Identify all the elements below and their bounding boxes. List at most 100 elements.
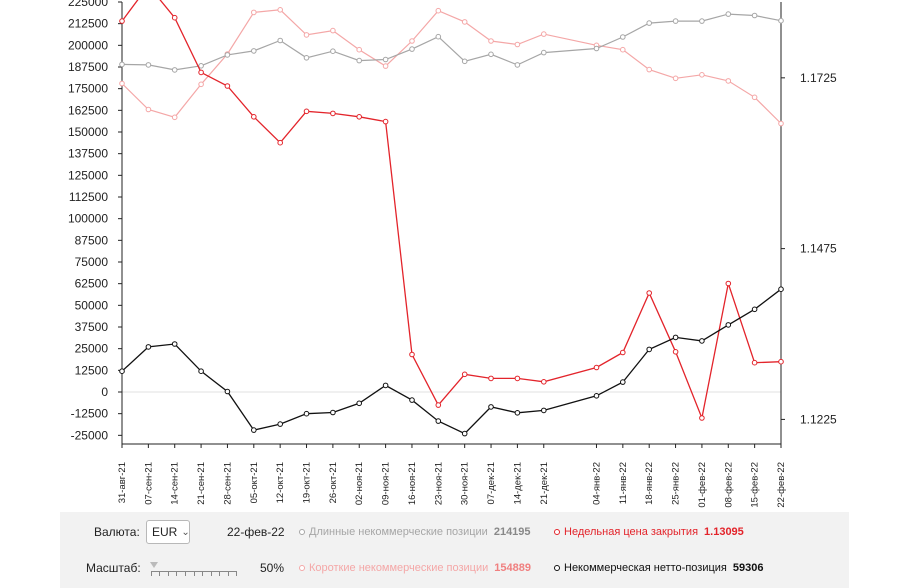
- series-point-net: [461, 430, 468, 437]
- series-point-long: [330, 48, 336, 55]
- series-point-price: [303, 108, 310, 115]
- series-point-long: [751, 12, 758, 19]
- series-point-short: [620, 46, 626, 53]
- legend-short-label: Короткие некоммерческие позиции: [309, 562, 489, 574]
- series-point-long: [725, 11, 732, 17]
- x-tick-label: 30-ноя-21: [460, 462, 471, 505]
- y-left-tick-label: 175000: [68, 82, 108, 96]
- series-point-long: [277, 37, 284, 44]
- x-tick-label: 02-ноя-21: [354, 462, 365, 505]
- series-point-net: [224, 388, 231, 395]
- axes-layer: [118, 1, 785, 448]
- legend-short-value: 154889: [494, 562, 531, 574]
- x-tick-label: 23-ноя-21: [433, 462, 444, 505]
- series-point-net: [382, 382, 389, 389]
- series-point-net: [435, 418, 442, 424]
- currency-select[interactable]: EUR ⌄: [146, 520, 190, 544]
- series-point-long: [409, 46, 415, 52]
- series-point-net: [725, 322, 732, 328]
- scale-slider-thumb[interactable]: [150, 562, 158, 568]
- series-point-price: [699, 415, 705, 421]
- cot-chart: 225000 212500 200000 187500 175000 162500 1500…: [68, 0, 837, 508]
- series-point-short: [303, 32, 310, 38]
- x-tick-label: 31-авг-21: [117, 462, 128, 503]
- series-point-net: [277, 421, 284, 427]
- y-left-tick-label: 150000: [68, 125, 108, 139]
- series-point-long: [435, 33, 442, 40]
- series-point-price: [356, 114, 363, 120]
- series-point-net: [751, 306, 758, 313]
- series-point-price: [119, 18, 125, 24]
- x-tick-label: 11-янв-22: [618, 462, 629, 504]
- x-tick-label: 14-сен-21: [170, 462, 181, 505]
- x-tick-label: 21-сен-21: [196, 462, 207, 505]
- series-point-net: [488, 404, 494, 410]
- x-tick-label: 01-фев-22: [697, 462, 708, 508]
- series-point-net: [778, 286, 784, 293]
- scale-label: Масштаб:: [86, 561, 141, 575]
- series-point-long: [672, 18, 679, 24]
- y-left-tick-label: 112500: [69, 190, 108, 204]
- y-left-tick-label: 187500: [68, 60, 108, 74]
- y-left-tick-label: 125000: [68, 168, 108, 182]
- series-point-long: [119, 61, 125, 68]
- series-point-price: [778, 358, 784, 365]
- labels-layer: 225000 212500 200000 187500 175000 162500 1500…: [68, 0, 837, 508]
- series-point-long: [145, 62, 152, 68]
- x-tick-label: 16-ноя-21: [407, 462, 418, 505]
- x-tick-label: 22-фев-22: [776, 462, 787, 508]
- y-left-tick-label: 162500: [68, 103, 108, 117]
- x-tick-label: 07-сен-21: [143, 462, 154, 505]
- series-point-price: [725, 280, 732, 287]
- series-point-short: [699, 72, 705, 78]
- y-left-tick-label: 137500: [68, 147, 108, 161]
- y-left-tick-label: 50000: [75, 298, 109, 312]
- y-right-tick-label: 1.1475: [800, 242, 837, 256]
- series-point-long: [593, 45, 600, 52]
- series-point-long: [646, 20, 653, 26]
- series-point-price: [488, 375, 494, 382]
- series-point-short: [646, 66, 653, 73]
- series-point-price: [541, 379, 547, 385]
- legend-long-marker: [299, 529, 305, 535]
- series-point-net: [620, 379, 626, 385]
- series-line-price: [121, 0, 782, 421]
- legend-short-marker: [299, 565, 305, 571]
- series-point-net: [303, 410, 310, 417]
- series-point-long: [303, 55, 310, 61]
- series-point-price: [672, 349, 679, 355]
- legend-net: Некоммерческая нетто-позиция 59306: [554, 562, 763, 574]
- series-point-net: [593, 393, 600, 399]
- series-point-short: [382, 63, 389, 69]
- series-point-price: [382, 118, 389, 125]
- y-left-tick-label: 200000: [68, 38, 108, 52]
- legend-price: Недельная цена закрытия 1.13095: [554, 526, 744, 538]
- y-right-tick-label: 1.1225: [800, 412, 837, 426]
- series-layer: [119, 0, 784, 437]
- y-left-tick-label: 0: [101, 385, 108, 399]
- x-tick-label: 18-янв-22: [644, 462, 655, 505]
- series-point-long: [382, 56, 389, 63]
- series-point-short: [514, 41, 521, 48]
- series-point-price: [251, 114, 257, 120]
- x-tick-label: 25-янв-22: [671, 462, 682, 505]
- y-left-tick-label: 12500: [75, 363, 109, 377]
- y-left-tick-label: 100000: [68, 212, 108, 226]
- x-tick-label: 19-окт-21: [302, 462, 313, 503]
- series-point-short: [751, 94, 758, 101]
- series-point-short: [435, 7, 442, 14]
- series-point-net: [541, 407, 547, 414]
- series-point-long: [620, 34, 626, 40]
- currency-label: Валюта:: [94, 525, 140, 539]
- series-point-short: [145, 106, 152, 113]
- x-tick-label: 05-окт-21: [249, 462, 260, 503]
- series-point-price: [277, 139, 284, 146]
- x-tick-label: 04-янв-22: [591, 462, 602, 505]
- scale-slider[interactable]: [150, 562, 237, 576]
- series-point-short: [672, 75, 679, 82]
- series-point-price: [514, 375, 521, 382]
- series-point-short: [251, 9, 257, 16]
- series-point-long: [251, 48, 257, 54]
- x-tick-label: 28-сен-21: [222, 462, 233, 505]
- series-point-net: [514, 410, 521, 416]
